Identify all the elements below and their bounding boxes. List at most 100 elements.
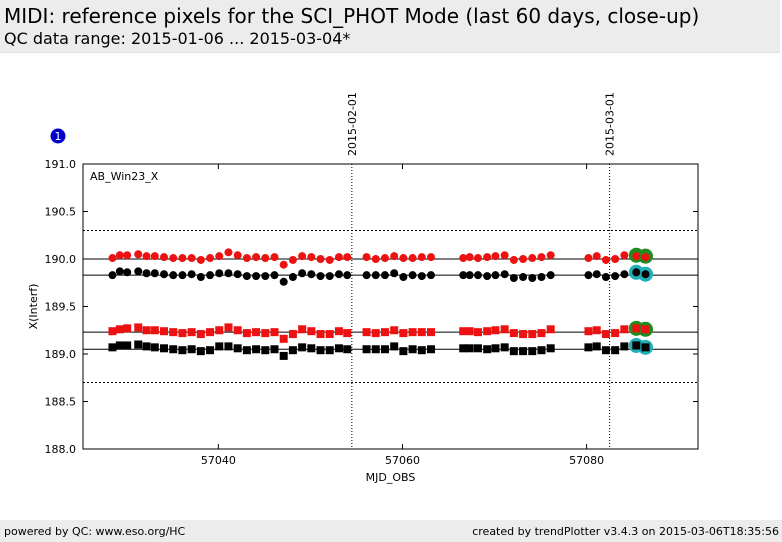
data-point [537, 273, 546, 282]
data-point [169, 254, 178, 263]
data-point [178, 271, 187, 280]
data-point [261, 272, 270, 281]
data-point [371, 329, 380, 338]
data-point [417, 272, 426, 281]
data-point [215, 342, 224, 351]
latest-data-point [632, 252, 641, 261]
data-point [611, 255, 620, 263]
data-point [473, 271, 482, 280]
data-point [459, 344, 468, 353]
data-point [142, 326, 151, 335]
data-point [390, 326, 399, 335]
data-point [343, 271, 352, 280]
data-point [150, 343, 159, 352]
data-point [500, 251, 509, 260]
data-point [528, 254, 537, 263]
data-point [620, 325, 629, 334]
data-point [408, 328, 417, 337]
data-point [134, 250, 143, 259]
data-point [620, 270, 629, 279]
data-point [108, 327, 117, 336]
data-point [601, 255, 610, 264]
data-point [537, 346, 546, 355]
data-point [584, 327, 593, 336]
data-point [150, 326, 159, 335]
data-point [169, 271, 178, 280]
data-point [362, 345, 371, 354]
data-point [592, 252, 601, 261]
data-point [408, 271, 417, 280]
page-subtitle: QC data range: 2015-01-06 ... 2015-03-04… [4, 29, 351, 48]
plot-frame [82, 163, 699, 450]
data-point [417, 328, 426, 337]
data-point [465, 327, 474, 336]
page-title: MIDI: reference pixels for the SCI_PHOT … [4, 4, 700, 28]
data-point [546, 271, 555, 280]
data-point [584, 343, 593, 352]
badge-label: 1 [55, 130, 62, 143]
data-point [142, 269, 151, 278]
data-point [261, 329, 270, 338]
footer-created: created by trendPlotter v3.4.3 on 2015-0… [472, 525, 779, 538]
data-point [343, 345, 352, 354]
data-point [325, 255, 334, 264]
data-point [465, 253, 474, 262]
data-point [307, 270, 316, 279]
data-point [473, 328, 482, 337]
latest-data-point [632, 324, 641, 333]
data-point [601, 273, 610, 282]
data-point [399, 273, 408, 282]
data-point [408, 345, 417, 354]
data-point [519, 330, 528, 339]
data-point [316, 346, 325, 355]
latest-data-point [632, 268, 641, 277]
data-point [611, 329, 620, 338]
data-point [399, 329, 408, 338]
data-point [108, 271, 117, 280]
data-point [491, 271, 500, 280]
data-point [169, 345, 178, 354]
data-point [380, 271, 389, 280]
data-point [233, 344, 242, 353]
data-point [390, 252, 399, 261]
data-point [123, 341, 132, 350]
data-point [459, 327, 468, 336]
data-point [233, 270, 242, 279]
data-point [252, 345, 261, 354]
data-point [196, 330, 205, 339]
data-point [592, 270, 601, 279]
data-point [473, 344, 482, 353]
data-point [546, 344, 555, 353]
data-point [459, 271, 468, 280]
y-tick-label: 188.0 [45, 443, 77, 456]
data-point [334, 344, 343, 353]
data-point [108, 343, 117, 352]
data-point [215, 252, 224, 261]
data-point [196, 347, 205, 356]
data-point [206, 271, 215, 280]
data-point [224, 248, 233, 257]
data-point [270, 271, 279, 280]
data-point [343, 253, 352, 262]
data-point [427, 253, 436, 262]
data-point [187, 328, 196, 337]
data-point [584, 254, 593, 263]
data-point [334, 253, 343, 262]
data-point [334, 327, 343, 336]
x-tick-label: 57040 [201, 454, 236, 467]
data-point [206, 254, 215, 263]
latest-data-point [632, 341, 641, 350]
data-point [160, 327, 169, 336]
data-point [270, 253, 279, 262]
data-point [509, 347, 518, 356]
data-point [473, 254, 482, 263]
latest-data-point [641, 270, 650, 279]
latest-data-point [641, 343, 650, 352]
data-point [279, 277, 288, 286]
data-point [390, 269, 399, 278]
data-point [417, 346, 426, 355]
data-point [483, 272, 492, 281]
data-point [546, 251, 555, 260]
data-point [491, 344, 500, 353]
data-point [307, 327, 316, 336]
